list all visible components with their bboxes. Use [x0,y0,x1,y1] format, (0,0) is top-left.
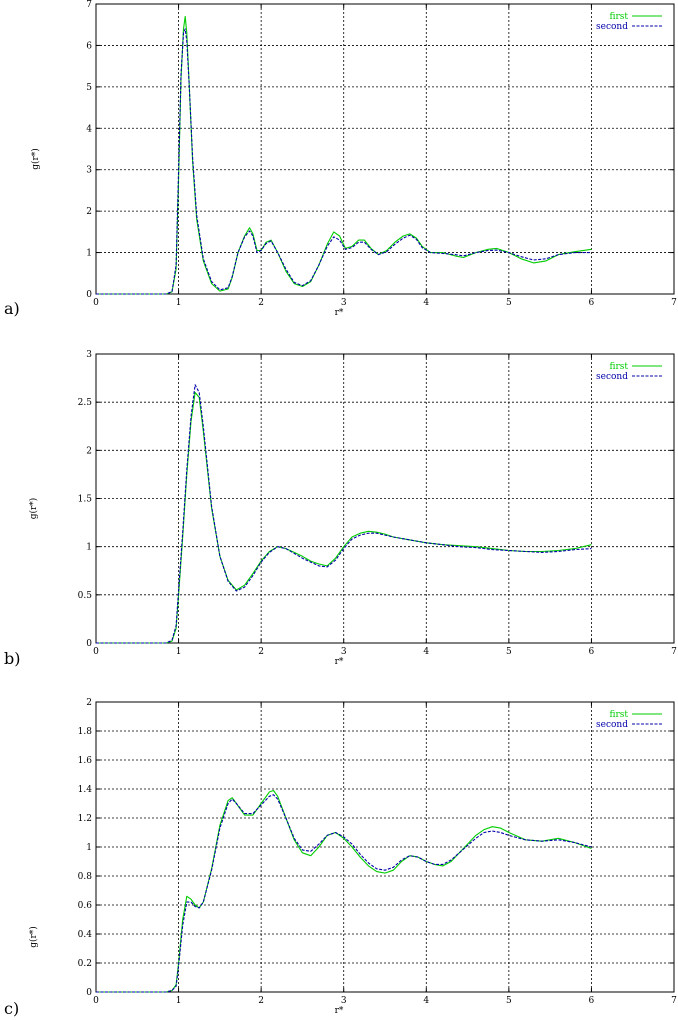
series-line-second [96,384,592,644]
legend-label-second: second [596,720,628,730]
x-tick-label: 6 [589,996,595,1006]
legend-label-first: first [609,12,628,22]
y-tick-label: 1 [86,249,92,259]
y-tick-label: 2 [86,446,92,456]
y-axis-label: g(r*) [30,148,41,170]
x-axis-label: r* [335,308,344,318]
x-tick-label: 6 [589,647,595,657]
x-axis-label: r* [335,657,344,667]
y-tick-label: 4 [86,124,92,134]
x-tick-label: 3 [341,298,347,308]
y-tick-label: 0.4 [78,930,93,940]
y-tick-label: 0.5 [78,591,93,601]
x-tick-label: 0 [93,298,99,308]
y-axis-label: g(r*) [28,926,39,948]
x-tick-label: 0 [93,996,99,1006]
y-tick-label: 2 [86,207,92,217]
y-tick-label: 1 [86,543,92,553]
legend-label-first: first [609,710,628,720]
x-tick-label: 5 [506,298,512,308]
y-tick-label: 1.2 [78,814,92,824]
y-tick-label: 3 [86,166,92,176]
panel-label: a) [4,299,20,318]
series-line-second [96,28,592,295]
x-tick-label: 6 [589,298,595,308]
y-tick-label: 0 [86,290,92,300]
legend-label-first: first [609,362,628,372]
legend-label-second: second [596,372,628,382]
y-tick-label: 1.4 [78,785,93,795]
x-tick-label: 2 [258,996,264,1006]
x-tick-label: 4 [423,996,429,1006]
panel-label: b) [4,649,20,668]
panel-label: c) [4,999,19,1018]
series-line-first [96,391,592,644]
y-tick-label: 1.6 [78,756,93,766]
x-tick-label: 3 [341,996,347,1006]
y-tick-label: 7 [86,0,92,10]
x-tick-label: 3 [341,647,347,657]
y-tick-label: 2 [86,698,92,708]
y-tick-label: 0.2 [78,959,92,969]
y-tick-label: 1 [86,843,92,853]
x-tick-label: 0 [93,647,99,657]
x-axis-label: r* [335,1006,344,1016]
y-tick-label: 0.8 [78,872,93,882]
y-tick-label: 0 [86,639,92,649]
y-tick-label: 5 [86,83,92,93]
x-tick-label: 2 [258,298,264,308]
x-tick-label: 2 [258,647,264,657]
y-tick-label: 0 [86,988,92,998]
y-tick-label: 0.6 [78,901,93,911]
chart-panel-2: 0 1 2 3 4 5 6 700.511.522.53r*g(r*)b)firstsecon… [4,350,677,668]
x-tick-label: 1 [176,996,182,1006]
y-axis-label: g(r*) [28,498,39,520]
y-tick-label: 1.8 [78,727,93,737]
x-tick-label: 1 [176,647,182,657]
chart-panel-3: 0 1 2 3 4 5 6 7 0 0.2 0.4 0.6 0.8 1 1.2 1.4 1.6 1.8 2 r* g(r… [4,698,677,1018]
plot-frame [95,3,675,295]
series-line-second [96,794,592,993]
x-tick-label: 7 [671,298,677,308]
y-tick-label: 3 [86,350,92,360]
x-tick-label: 7 [671,647,677,657]
x-tick-label: 5 [506,647,512,657]
y-tick-label: 1.5 [78,495,93,505]
legend-label-second: second [596,22,628,32]
x-tick-label: 4 [423,647,429,657]
y-tick-label: 2.5 [78,398,93,408]
x-tick-label: 1 [176,298,182,308]
x-tick-label: 4 [423,298,429,308]
x-tick-label: 7 [671,996,677,1006]
x-tick-label: 5 [506,996,512,1006]
y-tick-label: 6 [86,41,92,51]
